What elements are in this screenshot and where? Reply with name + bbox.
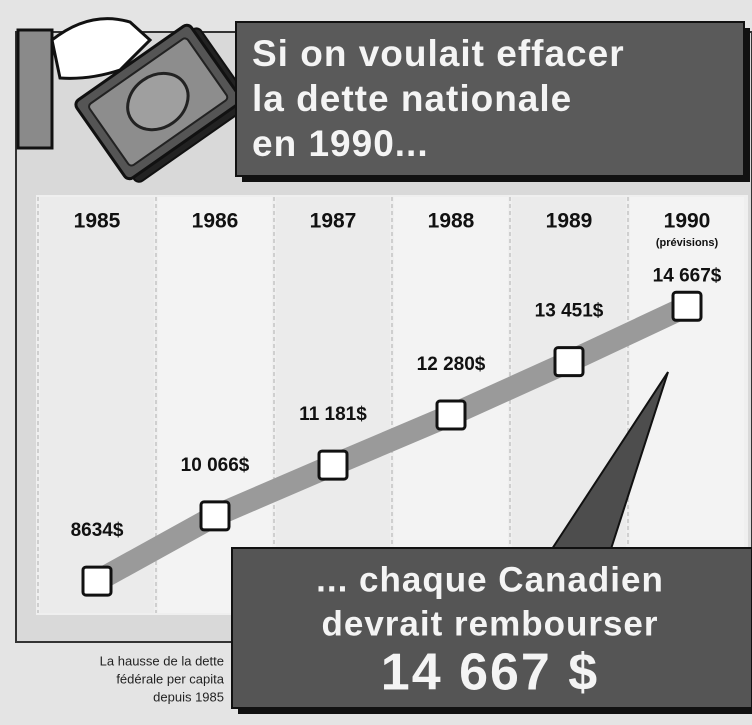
value-label: 13 451$ [535, 301, 604, 322]
x-tick-label: 1990 [664, 210, 711, 233]
marker [673, 292, 701, 320]
x-tick-label: 1987 [310, 210, 357, 233]
annotation-amount: 14 667 $ [381, 644, 599, 702]
value-label: 10 066$ [181, 455, 250, 476]
marker [83, 567, 111, 595]
marker [201, 502, 229, 530]
value-label: 8634$ [71, 520, 124, 541]
value-label: 11 181$ [299, 404, 367, 425]
x-tick-label: 1986 [192, 210, 239, 233]
title-line: en 1990... [252, 123, 429, 164]
caption-line: depuis 1985 [153, 689, 224, 704]
marker [319, 451, 347, 479]
caption-line: fédérale per capita [116, 671, 224, 686]
chart: 1985 1986 1987 1988 1989 1990 (prévisions) 863… [0, 0, 752, 725]
annotation-line: devrait rembourser [321, 604, 658, 643]
value-label: 12 280$ [417, 354, 486, 375]
value-label: 14 667$ [653, 265, 722, 286]
caption-line: La hausse de la dette [100, 653, 224, 668]
marker [437, 401, 465, 429]
x-tick-label: 1989 [546, 210, 593, 233]
x-tick-label: 1988 [428, 210, 475, 233]
annotation-line: ... chaque Canadien [316, 560, 664, 599]
page: {"chart_data": { "type": "line", "title"… [0, 0, 752, 725]
marker [555, 348, 583, 376]
x-tick-note: (prévisions) [656, 237, 719, 249]
title-line: Si on voulait effacer [252, 33, 625, 74]
title-line: la dette nationale [252, 78, 572, 119]
x-tick-label: 1985 [74, 210, 121, 233]
